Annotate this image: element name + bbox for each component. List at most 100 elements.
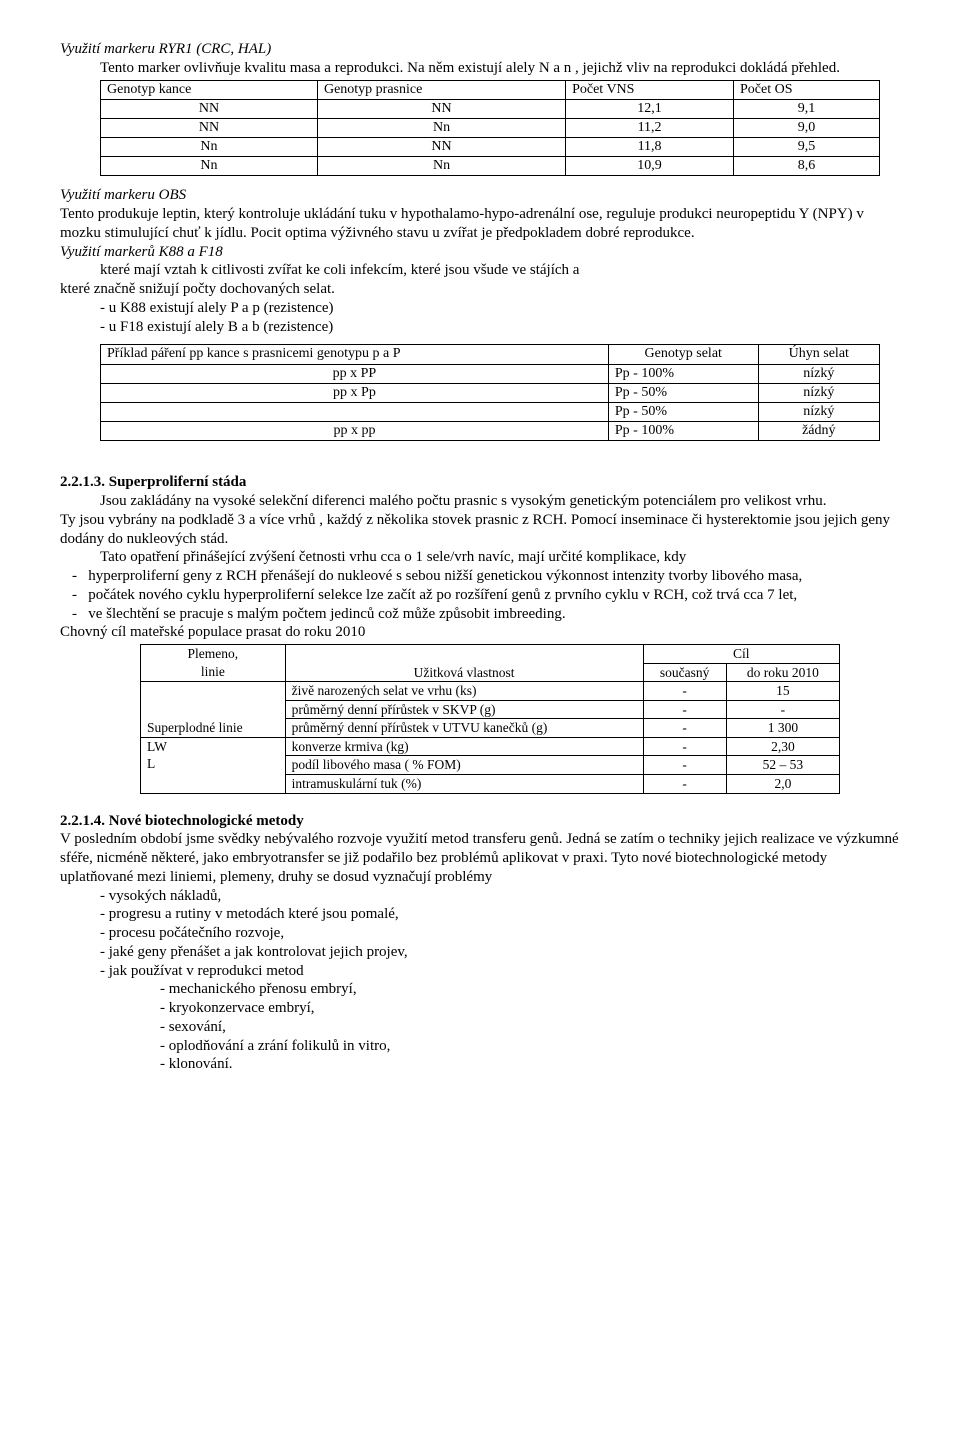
td: 52 – 53 xyxy=(726,756,839,775)
td: 15 xyxy=(726,682,839,701)
sublist-item: - klonování. xyxy=(60,1055,900,1074)
section-title: Využití markeru RYR1 (CRC, HAL) xyxy=(60,40,900,59)
td: - xyxy=(726,700,839,719)
th: Příklad páření pp kance s prasnicemi gen… xyxy=(101,345,609,364)
paragraph: Tato opatření přinášející zvýšení četnos… xyxy=(60,548,900,567)
td: konverze krmiva (kg) xyxy=(285,737,643,756)
table-chovny-cil: Plemeno, linie Užitková vlastnost Cíl so… xyxy=(140,644,840,793)
bullet: - ve šlechtění se pracuje s malým počtem… xyxy=(60,605,900,624)
text: Jsou zakládány na vysoké selekční difere… xyxy=(100,493,826,509)
td: Nn xyxy=(101,157,318,176)
td: Pp - 100% xyxy=(608,364,758,383)
heading: 2.2.1.3. Superproliferní stáda xyxy=(60,473,900,492)
td: 12,1 xyxy=(566,99,734,118)
heading: 2.2.1.4. Nové biotechnologické metody xyxy=(60,812,900,831)
th: současný xyxy=(643,663,726,682)
paragraph: Jsou zakládány na vysoké selekční difere… xyxy=(60,492,900,511)
bullet: - hyperproliferní geny z RCH přenášejí d… xyxy=(60,567,900,586)
sublist-item: - mechanického přenosu embryí, xyxy=(60,980,900,999)
heading-num: 2.2.1.4. xyxy=(60,813,105,829)
paragraph: které mají vztah k citlivosti zvířat ke … xyxy=(60,261,900,280)
td: žádný xyxy=(758,422,879,441)
text: Tato opatření přinášející zvýšení četnos… xyxy=(100,549,686,565)
heading-text: Nové biotechnologické metody xyxy=(105,813,304,829)
bullet: - počátek nového cyklu hyperproliferní s… xyxy=(60,586,900,605)
td: Pp - 50% xyxy=(608,403,758,422)
th: Genotyp prasnice xyxy=(317,80,565,99)
td: nízký xyxy=(758,403,879,422)
section-title: Využití markeru OBS xyxy=(60,186,900,205)
td: 11,8 xyxy=(566,138,734,157)
list-item: - jaké geny přenášet a jak kontrolovat j… xyxy=(60,943,900,962)
td: - xyxy=(643,756,726,775)
td: pp x pp xyxy=(101,422,609,441)
paragraph: V posledním období jsme svědky nebývaléh… xyxy=(60,830,900,886)
text: L xyxy=(147,756,155,771)
text: počátek nového cyklu hyperproliferní sel… xyxy=(88,587,797,603)
td: 9,1 xyxy=(734,99,880,118)
td: Nn xyxy=(101,138,318,157)
td: Pp - 100% xyxy=(608,422,758,441)
section-title: Využití markerů K88 a F18 xyxy=(60,243,900,262)
paragraph: Chovný cíl mateřské populace prasat do r… xyxy=(60,623,900,642)
td: NN xyxy=(101,99,318,118)
td: 2,0 xyxy=(726,774,839,793)
th: Počet OS xyxy=(734,80,880,99)
td: - xyxy=(643,700,726,719)
td: - xyxy=(643,682,726,701)
td: nízký xyxy=(758,364,879,383)
td: 9,5 xyxy=(734,138,880,157)
text: Plemeno, xyxy=(188,646,239,661)
th: Plemeno, linie xyxy=(141,645,286,682)
td: LW L xyxy=(141,737,286,793)
th: Genotyp kance xyxy=(101,80,318,99)
sublist-item: - kryokonzervace embryí, xyxy=(60,999,900,1018)
th: Užitková vlastnost xyxy=(285,645,643,682)
text: LW xyxy=(147,739,167,754)
td: NN xyxy=(317,138,565,157)
text: Tento marker ovlivňuje kvalitu masa a re… xyxy=(100,60,840,76)
td: živě narozených selat ve vrhu (ks) xyxy=(285,682,643,701)
td: průměrný denní přírůstek v UTVU kanečků … xyxy=(285,719,643,738)
td: pp x PP xyxy=(101,364,609,383)
table-pareni: Příklad páření pp kance s prasnicemi gen… xyxy=(100,344,880,441)
td: Pp - 50% xyxy=(608,383,758,402)
table-genotyp: Genotyp kance Genotyp prasnice Počet VNS… xyxy=(100,80,880,177)
td: pp x Pp xyxy=(101,383,609,402)
text: hyperproliferní geny z RCH přenášejí do … xyxy=(88,568,802,584)
th: Úhyn selat xyxy=(758,345,879,364)
text: linie xyxy=(201,664,225,679)
td: průměrný denní přírůstek v SKVP (g) xyxy=(285,700,643,719)
td: 8,6 xyxy=(734,157,880,176)
sublist-item: - oplodňování a zrání folikulů in vitro, xyxy=(60,1037,900,1056)
td: - xyxy=(643,719,726,738)
paragraph: Ty jsou vybrány na podkladě 3 a více vrh… xyxy=(60,511,900,549)
list-item: - procesu počátečního rozvoje, xyxy=(60,924,900,943)
td: nízký xyxy=(758,383,879,402)
td: Superplodné linie xyxy=(141,682,286,738)
text: ve šlechtění se pracuje s malým počtem j… xyxy=(88,606,565,622)
sublist-item: - sexování, xyxy=(60,1018,900,1037)
td: - xyxy=(643,774,726,793)
td: Nn xyxy=(317,157,565,176)
heading-num: 2.2.1.3. xyxy=(60,474,105,490)
heading-text: Superproliferní stáda xyxy=(105,474,246,490)
th: Počet VNS xyxy=(566,80,734,99)
td: 11,2 xyxy=(566,118,734,137)
td: Nn xyxy=(317,118,565,137)
td: NN xyxy=(101,118,318,137)
paragraph: Tento produkuje leptin, který kontroluje… xyxy=(60,205,900,243)
text: - u K88 existují alely P a p (rezistence… xyxy=(100,300,334,316)
th: do roku 2010 xyxy=(726,663,839,682)
text: - u F18 existují alely B a b (rezistence… xyxy=(100,319,333,335)
th: Cíl xyxy=(643,645,839,664)
list-item: - u F18 existují alely B a b (rezistence… xyxy=(60,318,900,337)
td: NN xyxy=(317,99,565,118)
list-item: - u K88 existují alely P a p (rezistence… xyxy=(60,299,900,318)
td: 10,9 xyxy=(566,157,734,176)
td: 2,30 xyxy=(726,737,839,756)
td: podíl libového masa ( % FOM) xyxy=(285,756,643,775)
paragraph: Tento marker ovlivňuje kvalitu masa a re… xyxy=(60,59,900,78)
paragraph: které značně snižují počty dochovaných s… xyxy=(60,280,900,299)
td: intramuskulární tuk (%) xyxy=(285,774,643,793)
